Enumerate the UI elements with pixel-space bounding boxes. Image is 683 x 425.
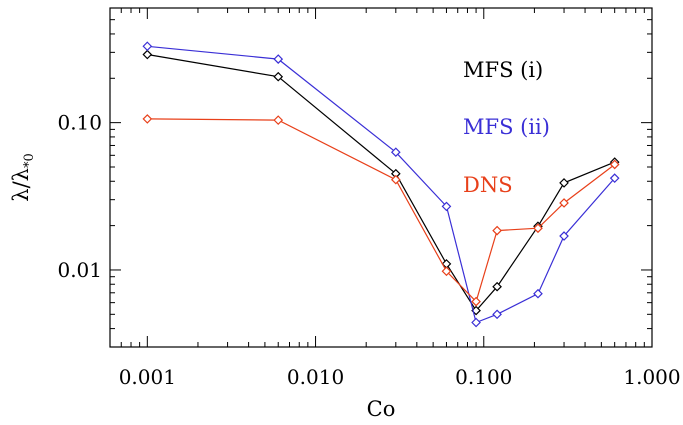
axes bbox=[109, 7, 653, 348]
y-axis-label: λ/λ*0 bbox=[9, 153, 37, 201]
data-point bbox=[273, 115, 284, 125]
data-point bbox=[441, 266, 452, 277]
series-line bbox=[147, 45, 616, 324]
data-point bbox=[390, 174, 401, 185]
data-point bbox=[142, 49, 153, 60]
x-tick-label: 0.010 bbox=[287, 365, 344, 389]
data-point bbox=[533, 223, 543, 234]
data-point bbox=[142, 114, 153, 124]
data-point bbox=[533, 288, 543, 299]
x-axis-label: Co bbox=[367, 397, 396, 421]
x-tick-label: 0.100 bbox=[455, 365, 512, 389]
y-tick-label: 0.10 bbox=[57, 111, 102, 135]
data-point bbox=[492, 281, 502, 292]
data-point bbox=[273, 71, 284, 82]
plot-frame bbox=[109, 7, 653, 348]
data-point bbox=[492, 309, 502, 320]
data-point bbox=[609, 173, 620, 183]
y-tick-label: 0.01 bbox=[57, 258, 102, 282]
legend: MFS (i) MFS (ii) DNS bbox=[463, 58, 550, 197]
series-1 bbox=[142, 41, 620, 328]
data-point bbox=[390, 147, 401, 158]
axis-labels: 0.001 0.010 0.100 1.000 0.01 0.10 Co λ/λ*0 bbox=[9, 111, 681, 421]
data-point bbox=[471, 317, 481, 328]
x-tick-label: 1.000 bbox=[623, 365, 680, 389]
series-0 bbox=[142, 49, 620, 316]
data-point bbox=[142, 41, 153, 52]
legend-entry: MFS (ii) bbox=[463, 115, 550, 139]
data-point bbox=[559, 178, 569, 188]
data-point bbox=[559, 231, 569, 241]
data-point bbox=[471, 296, 481, 307]
legend-entry: DNS bbox=[463, 173, 513, 197]
series-line bbox=[147, 118, 616, 303]
data-point bbox=[492, 225, 502, 236]
x-tick-label: 0.001 bbox=[119, 365, 176, 389]
legend-entry: MFS (i) bbox=[463, 58, 543, 82]
data-point bbox=[609, 159, 620, 170]
data-point bbox=[559, 198, 569, 208]
data-point bbox=[273, 54, 284, 64]
series-line bbox=[147, 53, 615, 312]
data-point bbox=[441, 201, 452, 212]
series-2 bbox=[142, 114, 620, 307]
series-layer bbox=[142, 41, 620, 328]
